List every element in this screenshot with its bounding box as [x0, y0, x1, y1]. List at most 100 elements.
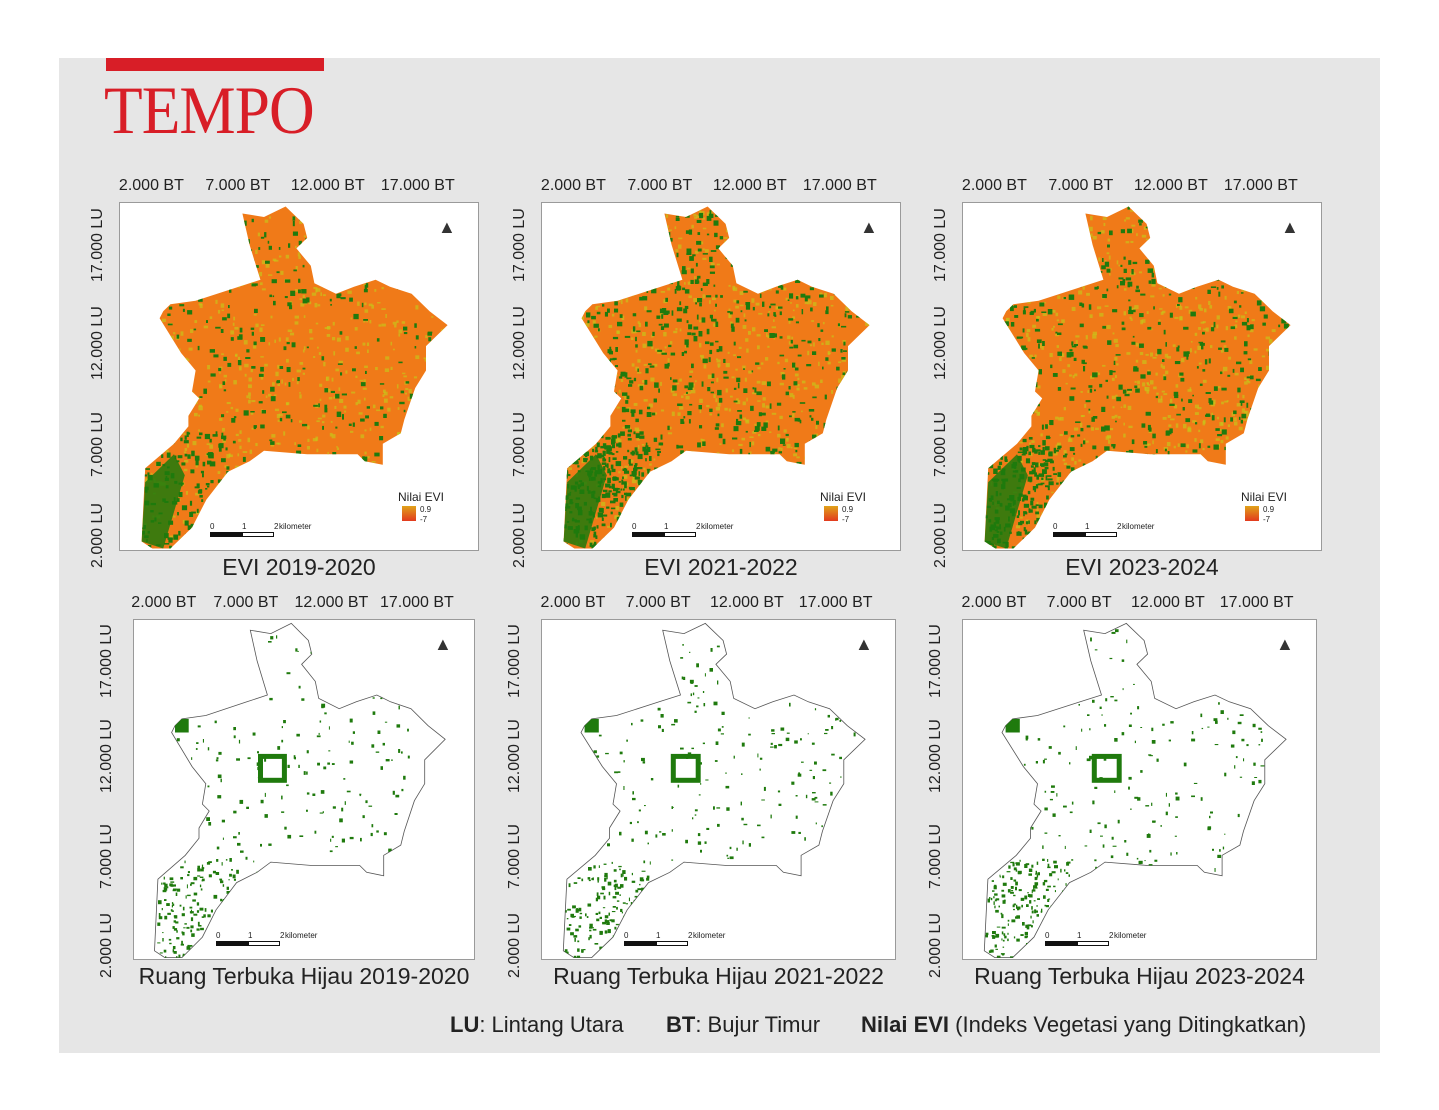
legend-title: Nilai EVI	[820, 490, 867, 504]
legend-max: 0.9	[420, 505, 432, 514]
scale-0: 0	[1045, 931, 1050, 940]
scale-1: 1	[656, 931, 661, 940]
map-caption: EVI 2019-2020	[222, 554, 376, 580]
vegetation-texture	[157, 635, 410, 958]
y-tick-label: 2.000 LU	[506, 912, 523, 978]
scale-unit: kilometer	[1114, 931, 1147, 940]
scale-seg-2	[248, 941, 280, 946]
y-tick-label: 17.000 LU	[932, 208, 949, 282]
evi-map	[141, 206, 448, 549]
y-tick-label: 17.000 LU	[98, 624, 115, 698]
map-frame: ▲ Nilai EVI 0.9 -7 0 1 2 kilometer	[962, 202, 1322, 551]
green-space-map	[154, 622, 446, 959]
region-outline	[984, 206, 1291, 549]
scale-2: 2	[280, 931, 285, 940]
north-arrow-icon: ▲	[438, 217, 456, 237]
x-tick-label: 2.000 BT	[118, 177, 184, 194]
x-tick-label: 12.000 BT	[294, 594, 369, 611]
north-arrow-icon: ▲	[1276, 634, 1294, 654]
legend-swatch	[824, 506, 838, 521]
north-arrow-icon: ▲	[855, 634, 873, 654]
region-outline	[141, 206, 448, 549]
scale-2: 2	[1109, 931, 1114, 940]
x-tick-label: 17.000 BT	[1223, 177, 1298, 194]
region-outline	[563, 206, 870, 549]
x-tick-label: 7.000 BT	[627, 177, 693, 194]
y-tick-label: 12.000 LU	[927, 719, 944, 794]
y-tick-label: 7.000 LU	[511, 412, 528, 478]
x-tick-label: 2.000 BT	[540, 177, 606, 194]
y-tick-label: 7.000 LU	[98, 823, 115, 889]
region-outline	[983, 622, 1287, 959]
scale-unit: kilometer	[1122, 522, 1155, 531]
scale-1: 1	[1085, 522, 1090, 531]
scale-2: 2	[274, 522, 279, 531]
evi-map	[563, 206, 870, 549]
scale-seg-2	[656, 941, 688, 946]
evi-legend: Nilai EVI 0.9 -7	[1241, 490, 1287, 524]
map-caption: EVI 2021-2022	[644, 554, 798, 580]
scale-1: 1	[248, 931, 253, 940]
scale-0: 0	[216, 931, 221, 940]
legend-max: 0.9	[1263, 505, 1275, 514]
scale-seg-2	[1077, 941, 1109, 946]
x-tick-label: 12.000 BT	[712, 177, 787, 194]
map-frame: ▲ Nilai EVI 0.9 -7 0 1 2 kilometer	[541, 202, 901, 551]
lu-text: : Lintang Utara	[479, 1012, 624, 1037]
north-arrow-icon: ▲	[434, 634, 452, 654]
x-tick-label: 2.000 BT	[961, 594, 1027, 611]
y-tick-label: 17.000 LU	[506, 624, 523, 698]
scale-2: 2	[1117, 522, 1122, 531]
x-tick-label: 2.000 BT	[131, 594, 197, 611]
map-caption: Ruang Terbuka Hijau 2019-2020	[138, 963, 470, 989]
scale-seg-1	[210, 532, 242, 537]
legend-title: Nilai EVI	[398, 490, 445, 504]
scale-seg-1	[632, 532, 664, 537]
bt-abbr: BT	[666, 1012, 696, 1037]
x-tick-label: 7.000 BT	[625, 594, 691, 611]
map-caption: Ruang Terbuka Hijau 2021-2022	[553, 963, 884, 989]
lu-abbr: LU	[450, 1012, 480, 1037]
scale-2: 2	[688, 931, 693, 940]
x-tick-label: 12.000 BT	[1133, 177, 1208, 194]
scale-1: 1	[1077, 931, 1082, 940]
footer-legend: LU: Lintang Utara	[450, 1012, 624, 1038]
y-tick-label: 2.000 LU	[511, 503, 528, 569]
scale-1: 1	[242, 522, 247, 531]
map-caption: EVI 2023-2024	[1065, 554, 1219, 580]
y-tick-label: 7.000 LU	[89, 412, 106, 478]
scale-seg-1	[624, 941, 656, 946]
legend-min: -7	[842, 515, 850, 524]
scale-seg-2	[1085, 532, 1117, 537]
x-tick-label: 7.000 BT	[205, 177, 271, 194]
footer-bt: BT: Bujur Timur	[666, 1012, 820, 1038]
evi-text: (Indeks Vegetasi yang Ditingkatkan)	[949, 1012, 1307, 1037]
legend-swatch	[1245, 506, 1259, 521]
evi-legend: Nilai EVI 0.9 -7	[398, 490, 445, 524]
y-tick-label: 17.000 LU	[511, 208, 528, 282]
y-tick-label: 12.000 LU	[89, 305, 106, 380]
legend-min: -7	[420, 515, 428, 524]
y-tick-label: 2.000 LU	[98, 912, 115, 978]
y-tick-label: 7.000 LU	[506, 823, 523, 889]
y-tick-label: 12.000 LU	[932, 305, 949, 380]
x-tick-label: 12.000 BT	[290, 177, 365, 194]
y-tick-label: 12.000 LU	[98, 719, 115, 794]
y-tick-label: 12.000 LU	[506, 719, 523, 794]
x-tick-label: 17.000 BT	[798, 594, 873, 611]
y-tick-label: 12.000 LU	[511, 305, 528, 380]
x-tick-label: 12.000 BT	[709, 594, 784, 611]
y-tick-label: 7.000 LU	[927, 823, 944, 889]
scale-0: 0	[210, 522, 215, 531]
scale-0: 0	[632, 522, 637, 531]
y-tick-label: 17.000 LU	[927, 624, 944, 698]
y-tick-label: 2.000 LU	[89, 503, 106, 569]
tempo-logo: TEMPO	[104, 72, 315, 148]
legend-min: -7	[1263, 515, 1271, 524]
y-tick-label: 7.000 LU	[932, 412, 949, 478]
map-frame: ▲ 0 1 2 kilometer	[541, 619, 896, 960]
x-tick-label: 17.000 BT	[380, 177, 455, 194]
y-tick-label: 2.000 LU	[927, 912, 944, 978]
region-outline	[154, 622, 446, 959]
map-frame: ▲ Nilai EVI 0.9 -7 0 1 2 kilometer	[119, 202, 479, 551]
